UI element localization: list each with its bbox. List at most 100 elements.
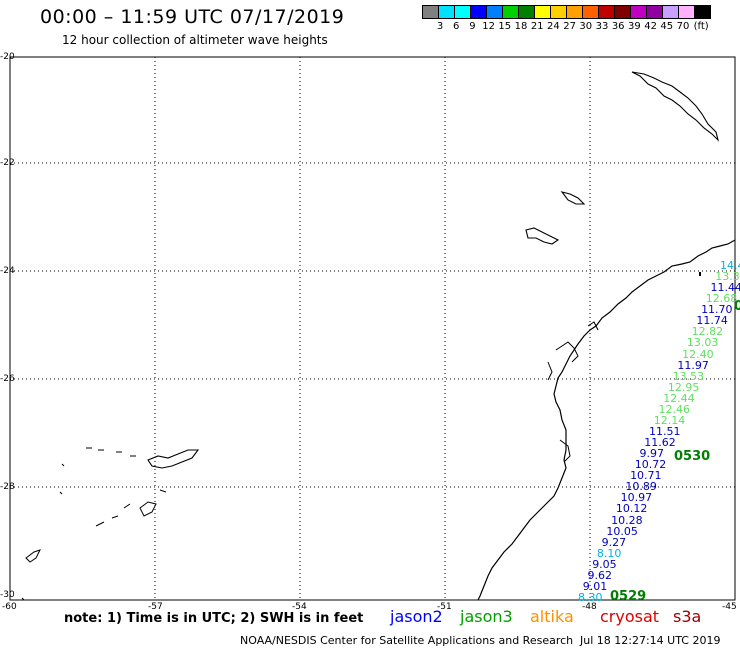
wave-height-value: 9.27	[601, 535, 627, 549]
color-swatch	[550, 5, 567, 19]
wave-height-value: 10.28	[611, 513, 643, 527]
page-title: 00:00 – 11:59 UTC 07/17/2019	[40, 6, 345, 28]
wave-height-value: 11.97	[677, 358, 709, 372]
wave-height-value: 10.71	[630, 469, 662, 483]
map-frame	[9, 56, 736, 601]
lon-label: -45	[722, 602, 737, 612]
time-label: 0529	[610, 589, 647, 604]
color-scale-label: 21	[530, 21, 544, 32]
color-scale-label: 27	[563, 21, 576, 32]
legend-s3a: s3a	[673, 607, 702, 626]
wave-height-value: 11.51	[649, 425, 681, 438]
color-swatch	[566, 5, 583, 19]
lon-label: -57	[148, 602, 163, 612]
color-scale-label: 30	[579, 21, 593, 32]
island-small-2	[525, 227, 560, 245]
lat-label: -30	[0, 590, 15, 600]
wave-height-value: 11.70	[701, 303, 733, 317]
page-subtitle: 12 hour collection of altimeter wave hei…	[62, 33, 328, 47]
legend-jason2: jason2	[390, 607, 443, 626]
island-small-1	[560, 191, 586, 205]
wave-height-value: 8.10	[596, 546, 622, 560]
wave-height-value: 14.40	[720, 259, 740, 272]
color-scale-label: 9	[469, 21, 476, 32]
wave-height-value: 13.53	[672, 369, 705, 383]
time-label: 0530	[674, 449, 711, 464]
wave-height-value: 12.82	[691, 325, 724, 339]
color-swatch	[438, 5, 455, 19]
legend-cryosat: cryosat	[600, 607, 660, 626]
color-scale-label: 18	[514, 21, 528, 32]
color-swatch	[630, 5, 647, 19]
color-scale	[422, 5, 711, 19]
wave-height-value: 12.46	[658, 402, 690, 416]
color-scale-label: 24	[547, 21, 560, 32]
color-swatch	[614, 5, 631, 19]
wave-height-value: 10.89	[625, 480, 657, 494]
wave-height-value: 9.01	[582, 579, 608, 593]
color-swatch	[518, 5, 535, 19]
grid-lines	[10, 57, 735, 600]
lon-label: -54	[292, 602, 307, 612]
wave-height-value: 13.03	[686, 336, 719, 350]
wave-height-value: 10.72	[634, 458, 667, 472]
wave-height-value: 9.97	[639, 447, 665, 461]
wave-height-value: 12.95	[667, 380, 700, 394]
color-swatch	[502, 5, 519, 19]
lat-label: -20	[0, 52, 15, 62]
legend-jason3: jason3	[460, 607, 513, 626]
wave-height-value: 11.74	[696, 314, 728, 328]
footnote: note: 1) Time is in UTC; 2) SWH is in fe…	[64, 611, 364, 626]
color-scale-label: 3	[436, 21, 444, 32]
color-swatch	[470, 5, 487, 19]
wave-height-value: 12.44	[663, 391, 695, 405]
island-left-1	[147, 449, 200, 469]
color-swatch	[534, 5, 551, 19]
color-swatch	[582, 5, 599, 19]
wave-height-value: 9.62	[587, 568, 612, 582]
color-scale-label: 33	[595, 21, 609, 32]
color-scale-label: 45	[660, 21, 674, 32]
color-scale-label: 39	[628, 21, 641, 32]
lat-label: -22	[0, 158, 15, 168]
lon-label: -48	[582, 602, 597, 612]
wave-height-value: 10.12	[615, 502, 648, 516]
wave-height-value: 10.05	[606, 524, 638, 538]
island-left-2	[86, 447, 136, 457]
color-scale-label: 70	[676, 21, 690, 32]
wave-height-value: 11.62	[644, 436, 676, 450]
wave-height-value: 12.68	[705, 292, 738, 306]
color-scale-label: 6	[453, 21, 460, 32]
timestamp: Jul 18 12:27:14 UTC 2019	[580, 634, 721, 647]
color-scale-label: (ft)	[693, 21, 709, 32]
wave-height-value: 13.37	[715, 270, 740, 284]
coastline	[477, 239, 736, 601]
color-scale-label: 36	[611, 21, 625, 32]
lat-label: -24	[0, 266, 15, 276]
color-swatch	[678, 5, 695, 19]
color-swatch	[662, 5, 679, 19]
time-label: 0	[734, 299, 740, 314]
wave-height-value: 8.30	[578, 591, 603, 604]
color-scale-label: 42	[644, 21, 657, 32]
wave-height-value: 10.97	[620, 491, 653, 505]
lon-label: -51	[437, 602, 452, 612]
lat-label: -28	[0, 482, 15, 492]
lon-label: -60	[2, 602, 17, 612]
island-group	[631, 71, 720, 142]
color-swatch	[454, 5, 471, 19]
color-swatch	[486, 5, 503, 19]
color-swatch	[422, 5, 439, 19]
wave-height-value: 9.05	[592, 557, 617, 571]
wave-height-value: 12.40	[682, 347, 714, 361]
coast-detail	[547, 321, 599, 463]
color-scale-label: 12	[482, 21, 495, 32]
color-swatch	[598, 5, 615, 19]
lat-label: -26	[0, 374, 15, 384]
color-scale-labels: 3 6 9 12 15 18 21 24 27 30 33 36 39 42 45 70 (ft)	[422, 21, 740, 33]
island-left-4	[21, 463, 65, 601]
legend-altika: altika	[530, 607, 574, 626]
wave-height-value: 11.44	[710, 281, 740, 295]
color-scale-label: 15	[498, 21, 512, 32]
